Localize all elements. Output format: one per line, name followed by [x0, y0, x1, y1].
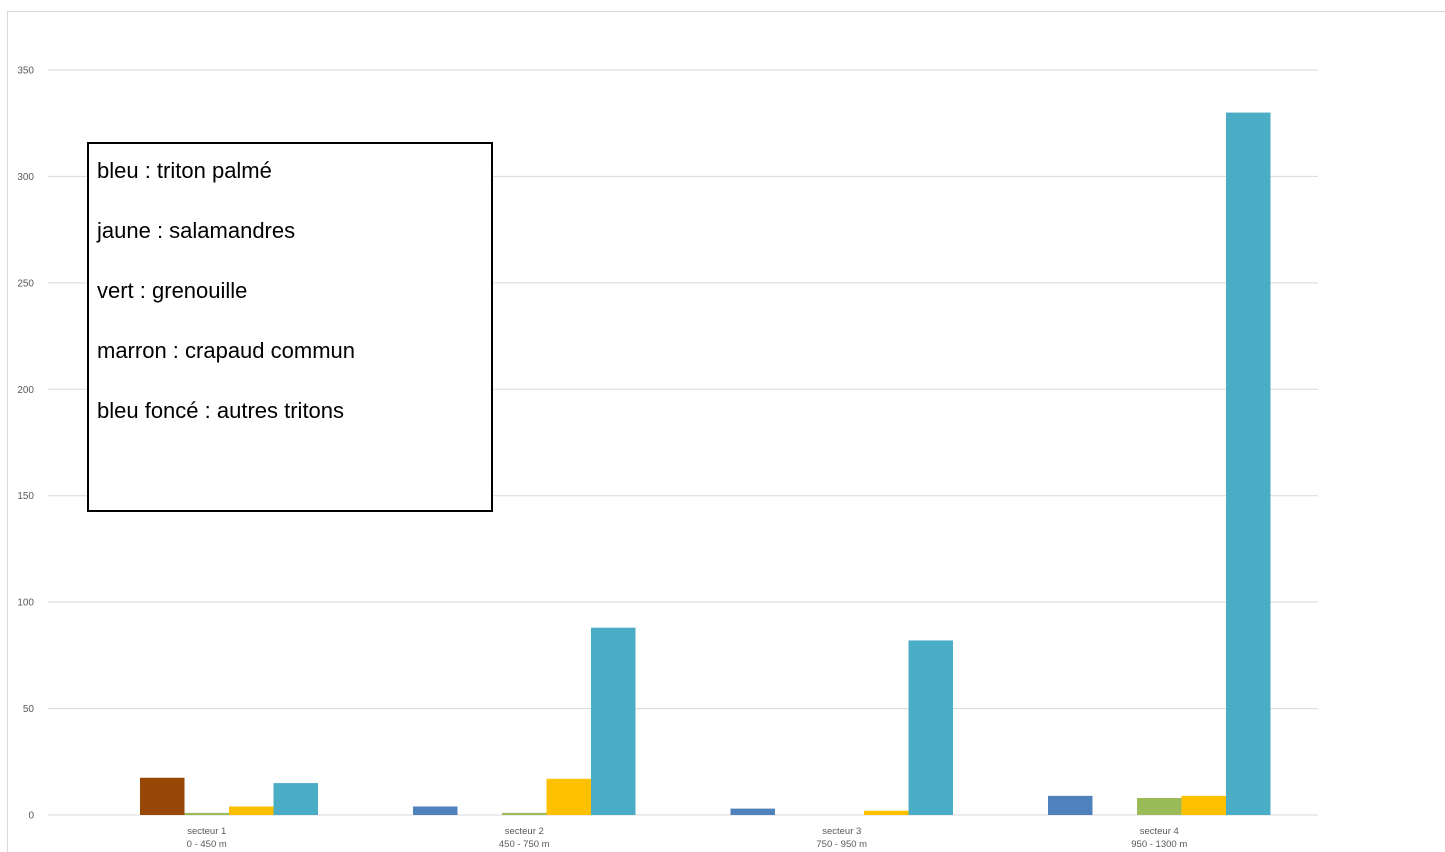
x-category-label-line2: 450 - 750 m: [499, 839, 550, 850]
bar-series3-cat1: [184, 812, 229, 815]
annotation-line-grenouille: vert : grenouille: [97, 278, 248, 303]
annotation-textbox: bleu : triton palmé jaune : salamandres …: [87, 142, 493, 512]
annotation-line-autres-tritons: bleu foncé : autres tritons: [97, 398, 345, 423]
y-tick-label: 350: [17, 66, 34, 77]
y-tick-label: 300: [17, 172, 34, 183]
x-category-label-line1: secteur 2: [505, 826, 544, 837]
y-tick-label: 100: [17, 598, 34, 609]
annotation-line-crapaud-commun: marron : crapaud commun: [97, 338, 355, 363]
bar-series1-cat2: [413, 806, 458, 815]
bar-series4-cat3: [864, 810, 909, 815]
x-category-label-line1: secteur 1: [187, 826, 226, 837]
x-category-label-line2: 950 - 1300 m: [1131, 839, 1187, 850]
y-axis-tick-labels: 0 50 100 150 200 250 300 350: [17, 66, 34, 822]
bar-series5-cat3: [908, 640, 953, 815]
annotation-line-salamandres: jaune : salamandres: [97, 218, 296, 243]
x-category-label-line2: 750 - 950 m: [816, 839, 867, 850]
annotation-line-triton-palme: bleu : triton palmé: [97, 158, 272, 183]
bar-series4-cat2: [546, 778, 591, 815]
bar-series4-cat1: [229, 806, 274, 815]
x-category-label-line2: 0 - 450 m: [187, 839, 227, 850]
y-tick-label: 250: [17, 278, 34, 289]
y-tick-label: 0: [28, 811, 34, 822]
y-tick-label: 150: [17, 491, 34, 502]
y-tick-label: 50: [23, 704, 35, 715]
x-category-label-line1: secteur 3: [822, 826, 861, 837]
gridlines: [48, 69, 1318, 816]
bar-series4-cat4: [1181, 795, 1226, 815]
x-axis-category-labels: secteur 1 0 - 450 m secteur 2 450 - 750 m se…: [187, 826, 1188, 850]
bar-series5-cat4: [1226, 112, 1271, 816]
bar-series2-cat1: [140, 777, 185, 815]
bar-series1-cat4: [1048, 795, 1093, 815]
bars: [140, 112, 1271, 816]
chart-frame: [7, 11, 1445, 852]
bar-series3-cat4: [1137, 797, 1182, 815]
bar-series3-cat2: [502, 812, 547, 815]
bar-series5-cat2: [591, 627, 636, 815]
bar-series5-cat1: [273, 783, 318, 815]
bar-series1-cat3: [730, 808, 775, 815]
x-category-label-line1: secteur 4: [1140, 826, 1179, 837]
y-tick-label: 200: [17, 385, 34, 396]
